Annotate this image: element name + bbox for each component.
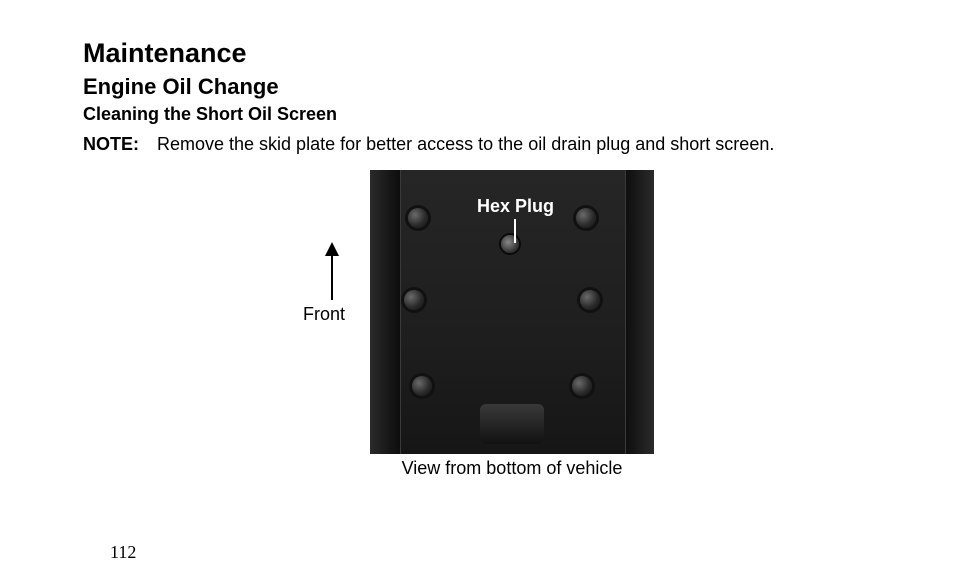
manual-page: Maintenance Engine Oil Change Cleaning t… [0,0,954,588]
bolt-icon [404,290,424,310]
hex-plug-icon [501,235,519,253]
figure-shade-right [624,170,654,454]
hex-plug-leader-line [514,219,516,243]
note-label: NOTE: [83,134,139,154]
bolt-icon [408,208,428,228]
bolt-icon [580,290,600,310]
front-direction-label: Front [303,304,345,325]
front-arrow-icon [324,242,340,302]
hex-plug-label: Hex Plug [477,196,554,217]
bolt-icon [576,208,596,228]
bolt-icon [572,376,592,396]
page-number: 112 [110,542,136,563]
figure-caption: View from bottom of vehicle [370,458,654,479]
heading-engine-oil-change: Engine Oil Change [83,74,279,100]
heading-maintenance: Maintenance [83,38,247,69]
heading-cleaning-short-oil-screen: Cleaning the Short Oil Screen [83,104,337,125]
lower-assembly [480,404,544,444]
bolt-icon [412,376,432,396]
note-line: NOTE: Remove the skid plate for better ac… [83,134,774,155]
figure-shade-left [370,170,400,454]
note-text: Remove the skid plate for better access … [157,134,774,154]
